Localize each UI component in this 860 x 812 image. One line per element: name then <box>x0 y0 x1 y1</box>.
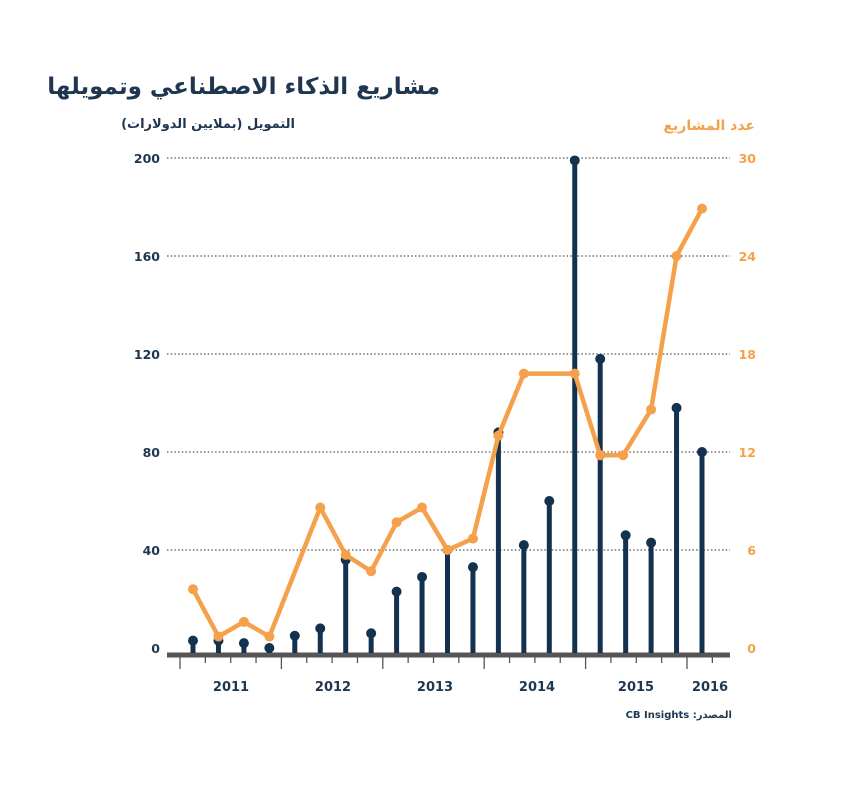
right-tick-label: 24 <box>739 249 757 264</box>
count-point <box>618 450 629 461</box>
count-point <box>417 502 428 513</box>
funding-stem-head <box>315 623 326 634</box>
gridlines <box>167 157 730 551</box>
count-point <box>188 584 198 595</box>
count-point <box>646 404 657 415</box>
funding-stem-head <box>417 571 428 582</box>
count-point <box>569 368 580 379</box>
left-tick-label: 120 <box>134 347 160 362</box>
count-point <box>518 368 529 379</box>
left-tick-label: 200 <box>134 151 160 166</box>
right-tick-label: 30 <box>739 151 757 166</box>
count-point <box>697 203 707 214</box>
count-point <box>595 450 606 461</box>
funding-stem-head <box>518 540 529 551</box>
count-point <box>467 533 478 544</box>
right-axis-title: عدد المشاريع <box>663 118 755 134</box>
x-tick-label: 2015 <box>618 680 654 695</box>
count-point <box>238 616 249 627</box>
right-tick-label: 6 <box>747 543 756 558</box>
x-axis: 2011 2012 2013 2014 2015 2016 <box>167 652 730 695</box>
funding-stem-head <box>391 586 402 597</box>
left-tick-label: 160 <box>134 249 160 264</box>
count-point <box>315 502 326 513</box>
count-point <box>264 631 275 642</box>
funding-stem-head <box>595 353 606 364</box>
left-tick-label: 80 <box>143 445 161 460</box>
funding-stem-head <box>544 496 555 506</box>
x-tick-label: 2012 <box>315 680 351 695</box>
x-tick-label: 2013 <box>417 680 453 695</box>
count-line <box>188 203 707 642</box>
funding-stem-head <box>366 628 377 639</box>
funding-stem-head <box>188 635 198 646</box>
funding-stem-head <box>620 530 631 541</box>
count-point <box>391 517 402 528</box>
right-tick-label: 0 <box>747 641 756 656</box>
funding-stem-head <box>264 643 275 653</box>
count-point <box>671 251 682 261</box>
funding-stem-head <box>467 562 478 573</box>
count-point <box>340 549 351 560</box>
x-tick-label: 2011 <box>213 680 249 695</box>
left-tick-label: 40 <box>143 543 161 558</box>
funding-stem-head <box>697 447 707 457</box>
right-axis-ticks: 0 6 12 18 24 30 <box>739 151 757 656</box>
source-note: المصدر: CB Insights <box>625 710 732 721</box>
count-point <box>366 566 377 577</box>
funding-stems <box>188 155 707 653</box>
right-tick-label: 12 <box>739 445 756 460</box>
funding-stem-head <box>289 630 300 641</box>
funding-stem-head <box>671 402 682 413</box>
left-tick-label: 0 <box>151 641 160 656</box>
funding-stem-head <box>646 537 657 548</box>
x-tick-label: 2014 <box>519 680 555 695</box>
count-point <box>213 631 224 642</box>
x-tick-label: 2016 <box>692 680 728 695</box>
count-point <box>442 545 453 555</box>
count-point <box>493 430 504 441</box>
funding-stem-head <box>238 638 249 649</box>
left-axis-ticks: 0 40 80 120 160 200 <box>134 151 160 656</box>
right-tick-label: 18 <box>739 347 756 362</box>
funding-stem-head <box>569 155 580 166</box>
left-axis-title: التمويل (بملايين الدولارات) <box>121 117 295 132</box>
chart-title: مشاريع الذكاء الاصطناعي وتمويلها <box>47 74 440 100</box>
